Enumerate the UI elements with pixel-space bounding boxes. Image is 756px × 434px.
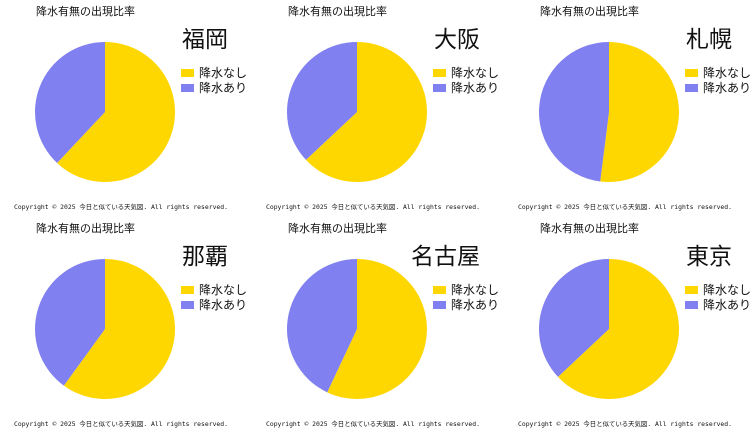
city-label: 大阪 xyxy=(434,27,480,53)
chart-title: 降水有無の出現比率 xyxy=(36,222,135,235)
legend-swatch xyxy=(433,68,446,77)
pie-slice-rain xyxy=(538,259,609,377)
legend: 降水なし 降水あり xyxy=(433,65,499,95)
legend: 降水なし 降水あり xyxy=(685,65,751,95)
city-label: 東京 xyxy=(686,244,732,270)
copyright-text: Copyright © 2025 今日と似ている天気図. All rights … xyxy=(14,203,228,211)
legend-label: 降水あり xyxy=(703,81,752,95)
city-label: 福岡 xyxy=(182,27,228,53)
pie-slice-no-rain xyxy=(63,259,176,399)
legend-swatch xyxy=(433,300,446,309)
chart-title: 降水有無の出現比率 xyxy=(540,5,639,18)
pie-slice-rain xyxy=(287,259,357,393)
legend: 降水なし 降水あり xyxy=(433,282,499,312)
pie-panel-2: 降水有無の出現比率札幌降水なし 降水あり Copyright © 2025 今日と似… xyxy=(504,0,756,217)
legend-label: 降水あり xyxy=(199,298,248,312)
pie-panel-4: 降水有無の出現比率名古屋降水なし 降水あり Copyright © 2025 今日と… xyxy=(252,217,504,434)
pie-panel-0: 降水有無の出現比率福岡降水なし 降水あり Copyright © 2025 今日と似… xyxy=(0,0,252,217)
legend-item: 降水なし xyxy=(685,282,751,297)
pie-slice-no-rain xyxy=(57,42,175,182)
pie-chart xyxy=(538,41,679,182)
legend-item: 降水なし xyxy=(181,282,247,297)
legend-item: 降水なし xyxy=(685,65,751,80)
legend-label: 降水なし xyxy=(451,66,500,80)
copyright-text: Copyright © 2025 今日と似ている天気図. All rights … xyxy=(518,420,732,428)
pie-slice-no-rain xyxy=(327,259,428,399)
pie-slice-no-rain xyxy=(305,42,427,182)
copyright-text: Copyright © 2025 今日と似ている天気図. All rights … xyxy=(518,203,732,211)
chart-title: 降水有無の出現比率 xyxy=(540,222,639,235)
legend-swatch xyxy=(181,83,194,92)
legend-swatch xyxy=(685,68,698,77)
pie-chart xyxy=(287,259,428,399)
chart-title: 降水有無の出現比率 xyxy=(288,5,387,18)
legend-item: 降水あり xyxy=(181,297,247,312)
legend-swatch xyxy=(685,83,698,92)
copyright-text: Copyright © 2025 今日と似ている天気図. All rights … xyxy=(14,420,228,428)
legend: 降水なし 降水あり xyxy=(181,282,247,312)
pie-chart xyxy=(34,41,175,182)
pie-slice-no-rain xyxy=(600,42,679,182)
legend-item: 降水あり xyxy=(433,297,499,312)
pie-slice-rain xyxy=(286,41,357,160)
city-label: 名古屋 xyxy=(411,244,480,270)
legend-label: 降水あり xyxy=(451,298,500,312)
legend-item: 降水あり xyxy=(685,80,751,95)
city-label: 那覇 xyxy=(182,244,228,270)
pie-panel-5: 降水有無の出現比率東京降水なし 降水あり Copyright © 2025 今日と似… xyxy=(504,217,756,434)
chart-title: 降水有無の出現比率 xyxy=(288,222,387,235)
legend-swatch xyxy=(181,68,194,77)
legend-item: 降水なし xyxy=(181,65,247,80)
legend-item: 降水あり xyxy=(685,297,751,312)
pie-slice-rain xyxy=(34,41,105,164)
legend-swatch xyxy=(685,300,698,309)
pie-panel-3: 降水有無の出現比率那覇降水なし 降水あり Copyright © 2025 今日と似… xyxy=(0,217,252,434)
legend-swatch xyxy=(181,285,194,294)
pie-slice-no-rain xyxy=(557,259,679,399)
legend-label: 降水あり xyxy=(703,298,752,312)
legend-item: 降水あり xyxy=(181,80,247,95)
pie-slice-rain xyxy=(35,259,105,386)
legend-item: 降水なし xyxy=(433,65,499,80)
chart-title: 降水有無の出現比率 xyxy=(36,5,135,18)
pie-slice-rain xyxy=(538,41,609,182)
legend: 降水なし 降水あり xyxy=(685,282,751,312)
legend-swatch xyxy=(433,83,446,92)
copyright-text: Copyright © 2025 今日と似ている天気図. All rights … xyxy=(266,420,480,428)
copyright-text: Copyright © 2025 今日と似ている天気図. All rights … xyxy=(266,203,480,211)
legend-item: 降水あり xyxy=(433,80,499,95)
pie-panel-1: 降水有無の出現比率大阪降水なし 降水あり Copyright © 2025 今日と似… xyxy=(252,0,504,217)
city-label: 札幌 xyxy=(686,27,732,53)
legend-swatch xyxy=(433,285,446,294)
legend-label: 降水なし xyxy=(199,283,248,297)
legend-label: 降水なし xyxy=(451,283,500,297)
legend-label: 降水なし xyxy=(703,283,752,297)
legend-label: 降水あり xyxy=(199,81,248,95)
pie-chart xyxy=(286,41,427,182)
pie-chart xyxy=(538,259,679,399)
legend-swatch xyxy=(685,285,698,294)
legend-label: 降水あり xyxy=(451,81,500,95)
legend-label: 降水なし xyxy=(703,66,752,80)
legend-label: 降水なし xyxy=(199,66,248,80)
legend-item: 降水なし xyxy=(433,282,499,297)
legend-swatch xyxy=(181,300,194,309)
legend: 降水なし 降水あり xyxy=(181,65,247,95)
pie-chart xyxy=(35,259,176,399)
